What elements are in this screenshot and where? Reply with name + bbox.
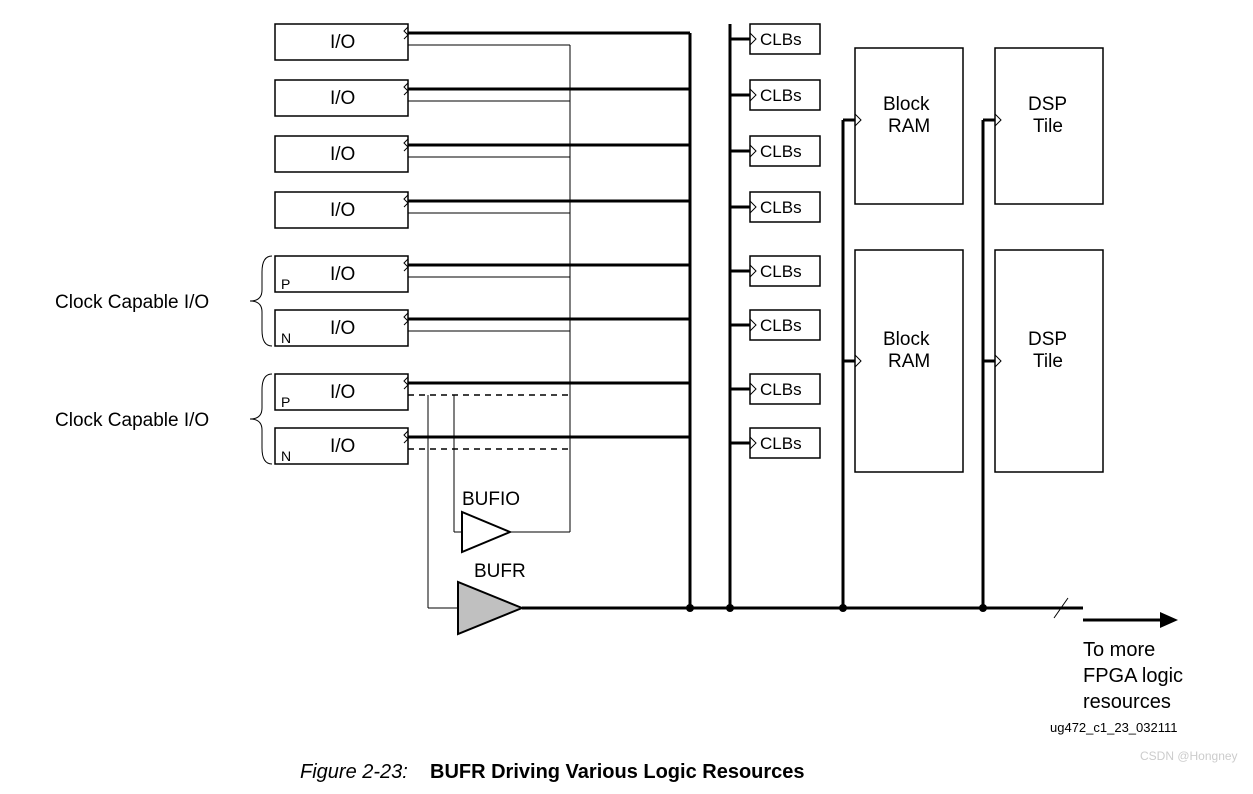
clb-box: CLBs xyxy=(730,136,820,166)
watermark: CSDN @Hongney xyxy=(1140,749,1238,763)
dsp-box: DSP Tile xyxy=(983,48,1103,204)
dsp-column: DSP Tile DSP Tile xyxy=(983,48,1103,472)
io-label: I/O xyxy=(330,200,355,221)
bufr-triangle-icon xyxy=(458,582,522,634)
clb-label: CLBs xyxy=(760,380,802,399)
reference-id: ug472_c1_23_032111 xyxy=(1050,720,1177,735)
io-connections xyxy=(408,33,690,449)
clock-capable-label: Clock Capable I/O xyxy=(55,292,209,313)
clock-capable-group-2: Clock Capable I/O xyxy=(55,374,272,464)
clb-box: CLBs xyxy=(730,310,820,340)
clb-column: CLBs CLBs CLBs CLBs CLBs CLBs CLBs CLBs xyxy=(730,24,820,458)
clb-label: CLBs xyxy=(760,434,802,453)
bufr-label: BUFR xyxy=(474,561,526,582)
bram-label2: RAM xyxy=(888,351,930,372)
pn-label: N xyxy=(281,448,291,464)
pn-label: P xyxy=(281,276,290,292)
clb-box: CLBs xyxy=(730,80,820,110)
bram-label1: Block xyxy=(883,329,930,350)
io-box: I/O P xyxy=(275,374,408,410)
dsp-label1: DSP xyxy=(1028,329,1067,350)
io-label: I/O xyxy=(330,436,355,457)
dsp-label1: DSP xyxy=(1028,94,1067,115)
bufio-label: BUFIO xyxy=(462,489,520,510)
bram-label2: RAM xyxy=(888,116,930,137)
block-ram-box: Block RAM xyxy=(843,250,963,472)
io-label: I/O xyxy=(330,32,355,53)
clb-label: CLBs xyxy=(760,262,802,281)
io-box: I/O xyxy=(275,192,408,228)
io-label: I/O xyxy=(330,382,355,403)
clb-label: CLBs xyxy=(760,142,802,161)
dsp-box: DSP Tile xyxy=(983,250,1103,472)
arrow-out-text1: To more xyxy=(1083,639,1155,661)
io-label: I/O xyxy=(330,88,355,109)
io-box: I/O N xyxy=(275,428,408,464)
clb-label: CLBs xyxy=(760,30,802,49)
clb-label: CLBs xyxy=(760,198,802,217)
clb-box: CLBs xyxy=(730,192,820,222)
bufr-diagram: I/O I/O I/O I/O I/O P I/O N I/O P I/O N Cloc… xyxy=(0,0,1253,794)
clb-box: CLBs xyxy=(730,374,820,404)
io-label: I/O xyxy=(330,144,355,165)
dsp-label2: Tile xyxy=(1033,351,1063,372)
bufio-triangle-icon xyxy=(462,512,510,552)
clb-label: CLBs xyxy=(760,316,802,335)
arrow-out-text2: FPGA logic xyxy=(1083,665,1183,687)
io-box: I/O xyxy=(275,80,408,116)
clb-box: CLBs xyxy=(730,256,820,286)
pn-label: P xyxy=(281,394,290,410)
io-label: I/O xyxy=(330,318,355,339)
io-label: I/O xyxy=(330,264,355,285)
clb-label: CLBs xyxy=(760,86,802,105)
bram-label1: Block xyxy=(883,94,930,115)
pn-label: N xyxy=(281,330,291,346)
io-box: I/O xyxy=(275,136,408,172)
block-ram-column: Block RAM Block RAM xyxy=(843,48,963,472)
clock-capable-label: Clock Capable I/O xyxy=(55,410,209,431)
io-column: I/O I/O I/O I/O I/O P I/O N I/O P I/O N xyxy=(275,24,408,464)
clb-box: CLBs xyxy=(730,428,820,458)
dsp-label2: Tile xyxy=(1033,116,1063,137)
arrow-out-text3: resources xyxy=(1083,691,1171,713)
io-box: I/O xyxy=(275,24,408,60)
arrow-right-icon xyxy=(1160,612,1178,628)
io-box: I/O P xyxy=(275,256,408,292)
bufio-buffer: BUFIO xyxy=(454,395,570,552)
output-arrow: To more FPGA logic resources xyxy=(1083,612,1183,713)
clb-box: CLBs xyxy=(730,24,820,54)
block-ram-box: Block RAM xyxy=(843,48,963,204)
io-box: I/O N xyxy=(275,310,408,346)
figure-caption-prefix: Figure 2-23: xyxy=(300,761,408,783)
figure-caption-title: BUFR Driving Various Logic Resources xyxy=(430,761,805,783)
clock-capable-group-1: Clock Capable I/O xyxy=(55,256,272,346)
